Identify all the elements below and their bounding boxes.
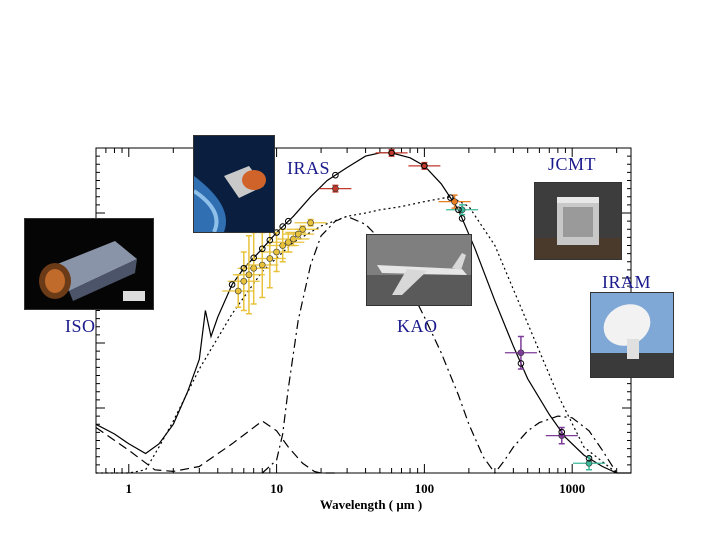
model-marker <box>284 217 292 225</box>
model-marker <box>240 264 248 272</box>
series-dashed-line <box>95 420 336 474</box>
label-iso: ISO <box>65 316 96 336</box>
model-marker <box>585 454 593 462</box>
obs-point <box>451 198 458 205</box>
jcmt-telescope-photo <box>534 182 622 260</box>
x-tick-label: 1000 <box>559 481 585 496</box>
model-marker <box>332 171 339 179</box>
observation-group <box>222 148 606 471</box>
model-marker <box>266 236 274 244</box>
label-kao: KAO <box>397 316 438 336</box>
obs-point <box>258 261 266 269</box>
obs-point <box>585 459 593 467</box>
label-iras: IRAS <box>287 158 331 178</box>
obs-point <box>279 242 287 249</box>
series-dash-dot-line <box>261 215 618 475</box>
x-tick-label: 1 <box>126 481 133 496</box>
model-marker <box>421 162 428 170</box>
obs-point <box>245 271 253 279</box>
iras-satellite-photo <box>193 135 275 233</box>
model-marker <box>455 206 462 214</box>
iram-telescope-photo <box>590 292 674 378</box>
series-dotted-line <box>96 196 618 474</box>
obs-point <box>234 287 242 295</box>
obs-point <box>332 185 339 192</box>
model-marker <box>228 281 236 288</box>
obs-point <box>250 264 257 272</box>
x-tick-label: 100 <box>415 481 435 496</box>
obs-point <box>299 225 306 233</box>
iso-satellite-photo <box>24 218 154 310</box>
model-marker <box>447 194 454 201</box>
series-group <box>95 152 631 475</box>
x-tick-label: 10 <box>270 481 283 496</box>
model-marker <box>258 245 266 253</box>
label-iram: IRAM <box>602 272 652 292</box>
model-marker <box>558 428 566 436</box>
x-axis-label: Wavelength ( μm ) <box>320 497 422 512</box>
series-solid-line <box>95 152 631 474</box>
model-marker <box>388 149 395 157</box>
label-jcmt: JCMT <box>548 154 597 174</box>
obs-point <box>273 248 280 256</box>
model-marker <box>517 360 525 367</box>
model-marker <box>458 215 466 222</box>
obs-point <box>517 349 525 357</box>
obs-point <box>240 277 248 285</box>
model-marker <box>250 254 257 262</box>
model-marker <box>279 223 287 230</box>
kao-aircraft-photo <box>366 234 472 306</box>
obs-point <box>307 219 314 227</box>
obs-point <box>266 255 274 262</box>
